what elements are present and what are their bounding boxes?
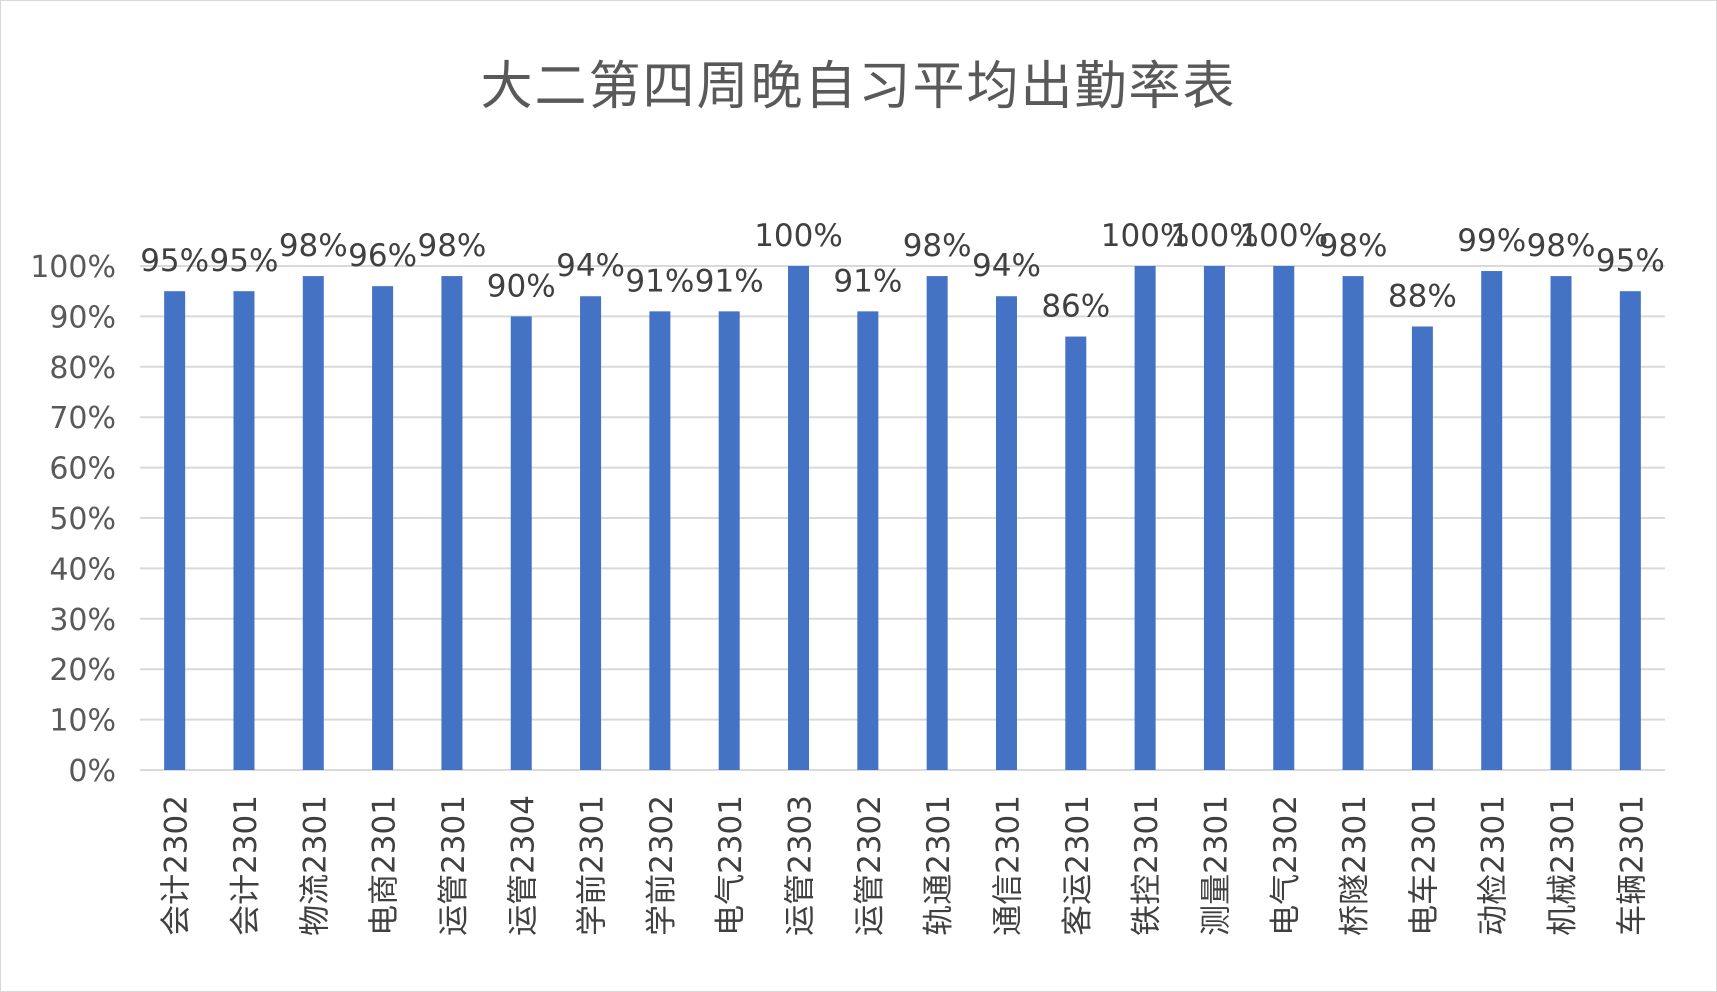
category-label: 轨通2301 bbox=[921, 795, 957, 936]
data-label: 98% bbox=[417, 228, 486, 264]
data-labels: 95% 95% 98% 96% 98%90%94% 91% 91%100%91%98%94%… bbox=[140, 218, 1665, 325]
y-tick-label: 40% bbox=[49, 552, 116, 587]
category-label: 会计2302 bbox=[159, 795, 195, 936]
bar bbox=[1619, 291, 1641, 770]
data-label: 100% bbox=[1101, 218, 1190, 254]
category-label: 铁控2301 bbox=[1129, 795, 1165, 936]
data-label: 100% bbox=[754, 218, 843, 254]
category-label: 学前2302 bbox=[644, 795, 680, 936]
y-axis-ticks: 0% 10% 20% 30% 40% 50% 60% 70% 80% 90% 100% bbox=[30, 250, 116, 789]
bar bbox=[1203, 266, 1225, 770]
bar bbox=[302, 276, 324, 770]
data-label: 95% bbox=[140, 243, 209, 279]
data-label: 95% bbox=[210, 243, 279, 279]
category-label: 运管2303 bbox=[783, 795, 819, 936]
y-tick-label: 60% bbox=[49, 452, 116, 487]
y-tick-label: 80% bbox=[49, 351, 116, 386]
category-label: 客运2301 bbox=[1060, 795, 1096, 936]
data-label: 100% bbox=[1239, 218, 1328, 254]
bars bbox=[164, 266, 1641, 770]
data-label: 91% bbox=[695, 263, 764, 299]
y-tick-label: 90% bbox=[49, 300, 116, 335]
y-tick-label: 0% bbox=[68, 754, 116, 789]
data-label: 99% bbox=[1457, 223, 1526, 259]
bar bbox=[1134, 266, 1156, 770]
data-label: 100% bbox=[1170, 218, 1259, 254]
data-label: 96% bbox=[348, 238, 417, 274]
bar bbox=[441, 276, 463, 770]
category-label: 物流2301 bbox=[297, 795, 333, 936]
category-label: 桥隧2301 bbox=[1337, 795, 1373, 936]
bar bbox=[1342, 276, 1364, 770]
y-tick-label: 10% bbox=[49, 704, 116, 739]
category-label: 车辆2301 bbox=[1614, 795, 1650, 936]
y-tick-label: 30% bbox=[49, 603, 116, 638]
bar bbox=[233, 291, 255, 770]
chart-title: 大二第四周晚自习平均出勤率表 bbox=[480, 57, 1237, 117]
category-label: 通信2301 bbox=[990, 795, 1026, 936]
category-label: 电气2302 bbox=[1268, 795, 1304, 936]
bar bbox=[995, 296, 1017, 770]
data-label: 98% bbox=[903, 228, 972, 264]
category-label: 机械2301 bbox=[1545, 795, 1581, 936]
bar bbox=[788, 266, 810, 770]
category-label: 会计2301 bbox=[228, 795, 264, 936]
data-label: 91% bbox=[625, 263, 694, 299]
category-label: 学前2301 bbox=[575, 795, 611, 936]
bar bbox=[1065, 336, 1087, 770]
data-label: 98% bbox=[279, 228, 348, 264]
bar bbox=[1273, 266, 1295, 770]
y-tick-label: 70% bbox=[49, 401, 116, 436]
bar bbox=[510, 316, 532, 770]
category-label: 电气2301 bbox=[713, 795, 749, 936]
bar bbox=[857, 311, 879, 770]
data-label: 94% bbox=[556, 248, 625, 284]
category-label: 运管2304 bbox=[505, 795, 541, 936]
y-tick-label: 100% bbox=[30, 250, 116, 285]
category-labels: 会计2302 会计2301 物流2301 电商2301 运管2301 运管2304 学前23… bbox=[159, 795, 1651, 936]
y-tick-label: 20% bbox=[49, 653, 116, 688]
category-label: 测量2301 bbox=[1198, 795, 1234, 936]
bar bbox=[580, 296, 602, 770]
data-label: 88% bbox=[1388, 278, 1457, 314]
bar bbox=[926, 276, 948, 770]
bar bbox=[649, 311, 671, 770]
category-label: 电商2301 bbox=[367, 795, 403, 936]
category-label: 动检2301 bbox=[1476, 795, 1512, 936]
category-label: 运管2302 bbox=[852, 795, 888, 936]
data-label: 94% bbox=[972, 248, 1041, 284]
data-label: 98% bbox=[1527, 228, 1596, 264]
data-label: 86% bbox=[1041, 289, 1110, 325]
bar bbox=[1411, 326, 1433, 770]
category-label: 电车2301 bbox=[1406, 795, 1442, 936]
bar bbox=[1481, 271, 1503, 770]
data-label: 95% bbox=[1596, 243, 1665, 279]
data-label: 91% bbox=[833, 263, 902, 299]
bar bbox=[164, 291, 186, 770]
bar bbox=[372, 286, 394, 770]
bar bbox=[1550, 276, 1572, 770]
gridlines bbox=[140, 265, 1665, 771]
data-label: 90% bbox=[487, 268, 556, 304]
category-label: 运管2301 bbox=[436, 795, 472, 936]
data-label: 98% bbox=[1319, 228, 1388, 264]
bar bbox=[718, 311, 740, 770]
y-tick-label: 50% bbox=[49, 502, 116, 537]
